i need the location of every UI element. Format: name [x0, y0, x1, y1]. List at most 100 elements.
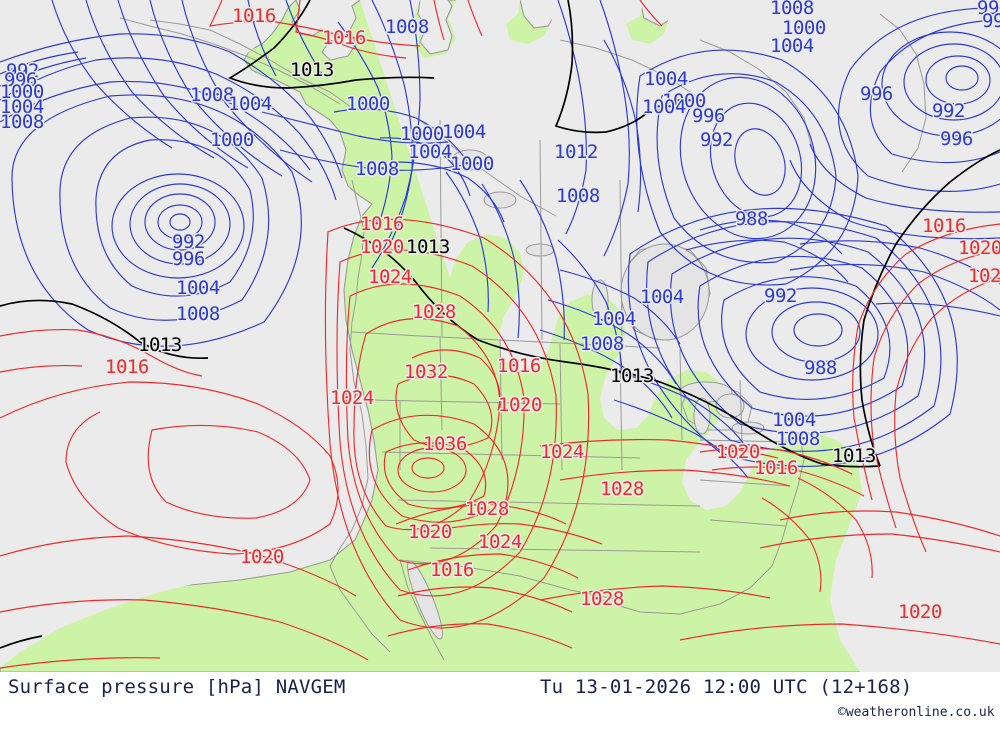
isobar-1013-east-us	[821, 463, 881, 468]
isobar-ne-pac-2	[285, 0, 323, 75]
isobar-1004-gulf-alaska	[95, 139, 254, 297]
state-line-14	[739, 379, 743, 441]
isobar-label-1004-11: 1004	[0, 96, 44, 118]
isobar-label-1020-56: 1020	[498, 394, 542, 416]
isobar-1000-gulf-alaska	[111, 173, 245, 279]
lake-erie	[731, 421, 765, 435]
isobar-label-1004-60: 1004	[592, 308, 636, 330]
isobar-ne-pac-1	[247, 0, 277, 77]
isobar-1020-pac-arc	[85, 0, 215, 159]
isobar-label-1013-13: 1013	[290, 59, 334, 81]
map-footer: Surface pressure [hPa] NAVGEM Tu 13-01-2…	[0, 672, 1000, 733]
isobar-label-992-34: 992	[764, 285, 797, 307]
isobar-1016-florida	[761, 497, 822, 593]
isobar-label-1028-52: 1028	[412, 301, 456, 323]
isobar-label-992-8: 992	[6, 60, 39, 82]
footer-datetime: Tu 13-01-2026 12:00 UTC (12+168)	[540, 676, 913, 698]
isobar-1000-nw-canada-2	[379, 137, 471, 197]
isobar-1016-nw-can	[433, 0, 445, 41]
isobar-1036-great-basin-core	[411, 457, 445, 479]
isobar-label-1016-64: 1016	[754, 457, 798, 479]
isobar-1008-ca	[599, 0, 630, 257]
isobar-label-1032-53: 1032	[404, 361, 448, 383]
isobar-label-1004-19: 1004	[442, 121, 486, 143]
isobar-1000-atl	[809, 143, 1000, 213]
isobar-1036-great-basin	[397, 447, 467, 493]
reference-isobars-1013	[0, 0, 1000, 649]
state-line-3	[499, 339, 503, 461]
isobar-1024-us-plains	[539, 439, 779, 459]
state-line-9	[397, 499, 701, 507]
isobar-1032-great-basin	[368, 414, 509, 523]
isobar-label-1008-12: 1008	[0, 111, 44, 133]
great-slave-lake	[483, 191, 517, 209]
isobar-1000-nw-canada	[333, 108, 471, 167]
isobar-label-996-25: 996	[692, 105, 725, 127]
isobar-1004-nw-canada	[395, 161, 505, 223]
isobar-1024-great-basin	[345, 283, 525, 565]
isobar-1013-hudson	[554, 0, 649, 134]
isobar-992-atl	[869, 19, 1000, 164]
isobar-label-1008-3: 1008	[770, 0, 814, 19]
isobar-1024-sw	[419, 523, 603, 545]
surface-pressure-map[interactable]: 1016101610081008100410009929969929961000…	[0, 0, 1000, 672]
isobar-1016-sw-pacific-2	[0, 657, 161, 669]
isobar-label-1024-58: 1024	[540, 441, 584, 463]
isobar-1016-sw	[407, 553, 579, 579]
isobar-label-1000-10: 1000	[0, 81, 44, 103]
isobar-label-1024-41: 1024	[968, 265, 1000, 287]
isobar-988-gulf-alaska	[157, 204, 203, 240]
isobar-1012-gulf-alaska	[11, 94, 302, 347]
isobar-label-1020-72: 1020	[898, 601, 942, 623]
isobar-980-atl	[925, 55, 991, 105]
greenland-edge	[879, 13, 927, 173]
lake-michigan	[693, 397, 711, 435]
state-line-7	[369, 399, 561, 405]
isobar-1013-sw-edge	[0, 635, 43, 649]
isobar-1012-quebec	[627, 207, 958, 467]
isobar-988-atl	[881, 31, 1000, 137]
isobar-1020-bahamas	[779, 510, 1000, 537]
isobar-label-1028-66: 1028	[465, 498, 509, 520]
us-mexico-border	[399, 559, 621, 601]
isobar-1000-alaska-trough	[0, 80, 311, 171]
isobar-1020-sw	[395, 503, 567, 525]
isobar-1016-se-ak	[639, 0, 663, 27]
map-canvas: 1016101610081008100410009929969929961000…	[0, 0, 1000, 672]
isobar-label-1016-48: 1016	[360, 213, 404, 235]
isobar-label-layer: 1016101610081008100410009929969929961000…	[0, 0, 1000, 625]
high-pressure-isobars	[0, 0, 1000, 669]
isobar-1004-atl	[789, 159, 1000, 240]
state-line-8	[381, 451, 641, 459]
lakes-layer	[407, 149, 765, 640]
isobar-label-1013-49: 1013	[406, 236, 450, 258]
isobar-1004-yukon	[371, 0, 413, 241]
isobar-992-edge	[0, 51, 79, 75]
isobar-label-1036-57: 1036	[423, 433, 467, 455]
pacific-ocean-mask	[0, 0, 368, 668]
isobar-1008-gulf-alaska	[59, 116, 270, 321]
isobar-992-arctic-link	[685, 239, 849, 283]
lake-winnipeg	[591, 279, 609, 321]
isobar-1032-pac-arc	[181, 0, 313, 183]
isobar-label-1013-38: 1013	[832, 445, 876, 467]
isobar-1012-ca	[557, 0, 587, 235]
isobar-1004-keewatin	[603, 39, 642, 213]
isobar-label-992-6: 992	[977, 0, 1000, 19]
lake-athabasca	[525, 243, 555, 257]
isobar-992-gulf-alaska	[144, 193, 216, 251]
isobar-1028-great-basin	[353, 318, 501, 531]
isobar-1012-nepac-link	[0, 365, 83, 373]
isobar-label-1004-36: 1004	[772, 409, 816, 431]
isobar-988-quebec	[771, 301, 861, 363]
state-line-10	[429, 547, 701, 553]
isobar-1028-gulf	[539, 585, 771, 601]
isobar-1020-ne-pacific-inner	[147, 424, 311, 519]
province-line-2	[539, 139, 543, 341]
canada-interior-rivers	[419, 119, 557, 217]
isobar-label-1013-46: 1013	[138, 334, 182, 356]
isobar-label-996-43: 996	[172, 248, 205, 270]
isobar-1020-florida	[797, 477, 873, 579]
isobar-1013-gulf-alaska	[0, 299, 209, 360]
isobar-1020-ne-pacific	[0, 381, 339, 555]
